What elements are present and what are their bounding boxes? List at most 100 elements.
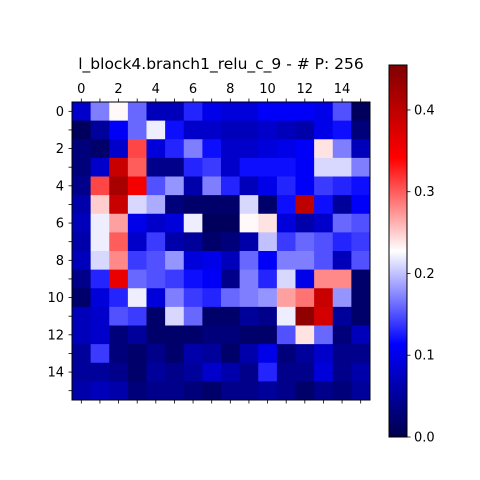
heatmap-cell-r12-c10 bbox=[258, 325, 278, 345]
heatmap-cell-r10-c11 bbox=[276, 288, 296, 308]
heatmap-cell-r11-c9 bbox=[239, 306, 259, 326]
heatmap-cell-r5-c6 bbox=[183, 195, 203, 215]
heatmap-cell-r14-c1 bbox=[90, 362, 110, 382]
heatmap-cell-r11-c11 bbox=[276, 306, 296, 326]
heatmap-cell-r2-c12 bbox=[295, 139, 315, 159]
heatmap-cell-r1-c15 bbox=[351, 120, 371, 140]
heatmap-cell-r5-c15 bbox=[351, 195, 371, 215]
heatmap-cell-r4-c6 bbox=[183, 176, 203, 196]
heatmap-cell-r12-c5 bbox=[165, 325, 185, 345]
heatmap-cell-r14-c10 bbox=[258, 362, 278, 382]
heatmap-cell-r10-c9 bbox=[239, 288, 259, 308]
heatmap-cell-r9-c14 bbox=[332, 269, 352, 289]
heatmap-cell-r11-c0 bbox=[72, 306, 92, 326]
heatmap-cell-r14-c0 bbox=[72, 362, 92, 382]
heatmap-cell-r6-c12 bbox=[295, 213, 315, 233]
heatmap-cell-r15-c10 bbox=[258, 381, 278, 401]
heatmap-cell-r13-c10 bbox=[258, 344, 278, 364]
heatmap-cell-r7-c14 bbox=[332, 232, 352, 252]
heatmap-cell-r6-c1 bbox=[90, 213, 110, 233]
heatmap-cell-r12-c8 bbox=[221, 325, 241, 345]
heatmap-cell-r7-c6 bbox=[183, 232, 203, 252]
heatmap-cell-r8-c14 bbox=[332, 251, 352, 271]
heatmap-cell-r14-c8 bbox=[221, 362, 241, 382]
heatmap-cell-r10-c3 bbox=[127, 288, 147, 308]
heatmap-cell-r13-c3 bbox=[127, 344, 147, 364]
heatmap-cell-r15-c11 bbox=[276, 381, 296, 401]
heatmap-cell-r12-c11 bbox=[276, 325, 296, 345]
heatmap-cell-r8-c6 bbox=[183, 251, 203, 271]
heatmap-cell-r1-c8 bbox=[221, 120, 241, 140]
heatmap-cell-r2-c5 bbox=[165, 139, 185, 159]
heatmap-cell-r12-c6 bbox=[183, 325, 203, 345]
heatmap-cell-r5-c13 bbox=[314, 195, 334, 215]
x-tick-label: 12 bbox=[297, 82, 314, 97]
heatmap-cell-r14-c15 bbox=[351, 362, 371, 382]
heatmap-cell-r5-c10 bbox=[258, 195, 278, 215]
heatmap-cell-r3-c3 bbox=[127, 157, 147, 177]
heatmap-cell-r4-c8 bbox=[221, 176, 241, 196]
heatmap-cell-r6-c6 bbox=[183, 213, 203, 233]
heatmap-cell-r8-c13 bbox=[314, 251, 334, 271]
heatmap-cell-r15-c13 bbox=[314, 381, 334, 401]
heatmap-cell-r10-c12 bbox=[295, 288, 315, 308]
heatmap-cell-r8-c2 bbox=[109, 251, 129, 271]
heatmap-cell-r13-c8 bbox=[221, 344, 241, 364]
heatmap-cell-r1-c6 bbox=[183, 120, 203, 140]
x-tick-label: 2 bbox=[114, 82, 122, 97]
heatmap-cell-r5-c14 bbox=[332, 195, 352, 215]
heatmap-cell-r2-c13 bbox=[314, 139, 334, 159]
heatmap-cell-r11-c14 bbox=[332, 306, 352, 326]
heatmap-cell-r13-c14 bbox=[332, 344, 352, 364]
heatmap-cell-r14-c11 bbox=[276, 362, 296, 382]
heatmap-cell-r1-c3 bbox=[127, 120, 147, 140]
heatmap-cell-r8-c5 bbox=[165, 251, 185, 271]
heatmap-cell-r9-c5 bbox=[165, 269, 185, 289]
x-tick-label: 8 bbox=[226, 82, 234, 97]
heatmap-cell-r9-c10 bbox=[258, 269, 278, 289]
heatmap-cell-r8-c8 bbox=[221, 251, 241, 271]
heatmap-cell-r6-c14 bbox=[332, 213, 352, 233]
heatmap-cell-r7-c3 bbox=[127, 232, 147, 252]
colorbar-tick-label: 0.0 bbox=[414, 431, 435, 446]
heatmap-cell-r5-c1 bbox=[90, 195, 110, 215]
heatmap-cell-r15-c6 bbox=[183, 381, 203, 401]
heatmap-cell-r4-c15 bbox=[351, 176, 371, 196]
heatmap-cell-r7-c7 bbox=[202, 232, 222, 252]
heatmap-cell-r6-c7 bbox=[202, 213, 222, 233]
heatmap-cell-r0-c1 bbox=[90, 102, 110, 122]
heatmap-cell-r3-c0 bbox=[72, 157, 92, 177]
heatmap-cell-r13-c6 bbox=[183, 344, 203, 364]
heatmap-cell-r12-c2 bbox=[109, 325, 129, 345]
heatmap-cell-r0-c0 bbox=[72, 102, 92, 122]
colorbar-tick-label: 0.4 bbox=[414, 103, 435, 118]
heatmap-cell-r15-c9 bbox=[239, 381, 259, 401]
heatmap-cell-r0-c4 bbox=[146, 102, 166, 122]
heatmap-cell-r15-c1 bbox=[90, 381, 110, 401]
heatmap-cell-r3-c13 bbox=[314, 157, 334, 177]
heatmap-cell-r14-c4 bbox=[146, 362, 166, 382]
heatmap-cell-r8-c7 bbox=[202, 251, 222, 271]
heatmap-cell-r10-c0 bbox=[72, 288, 92, 308]
heatmap-cell-r13-c13 bbox=[314, 344, 334, 364]
heatmap-cell-r14-c14 bbox=[332, 362, 352, 382]
heatmap-cell-r0-c12 bbox=[295, 102, 315, 122]
heatmap-cell-r0-c14 bbox=[332, 102, 352, 122]
heatmap-cell-r13-c9 bbox=[239, 344, 259, 364]
y-tick-label: 12 bbox=[47, 328, 64, 343]
heatmap-cell-r11-c3 bbox=[127, 306, 147, 326]
heatmap-cell-r9-c13 bbox=[314, 269, 334, 289]
heatmap-cell-r3-c9 bbox=[239, 157, 259, 177]
heatmap-cell-r14-c13 bbox=[314, 362, 334, 382]
heatmap-cell-r4-c0 bbox=[72, 176, 92, 196]
heatmap-cell-r0-c11 bbox=[276, 102, 296, 122]
heatmap-cell-r4-c5 bbox=[165, 176, 185, 196]
heatmap-cell-r15-c5 bbox=[165, 381, 185, 401]
heatmap-cell-r0-c6 bbox=[183, 102, 203, 122]
heatmap-cell-r12-c12 bbox=[295, 325, 315, 345]
y-axis-ticks: 0 2 4 6 8 10 12 14 bbox=[47, 105, 72, 392]
heatmap-cell-r9-c12 bbox=[295, 269, 315, 289]
heatmap-cell-r2-c4 bbox=[146, 139, 166, 159]
heatmap-cell-r15-c8 bbox=[221, 381, 241, 401]
heatmap-cell-r15-c12 bbox=[295, 381, 315, 401]
